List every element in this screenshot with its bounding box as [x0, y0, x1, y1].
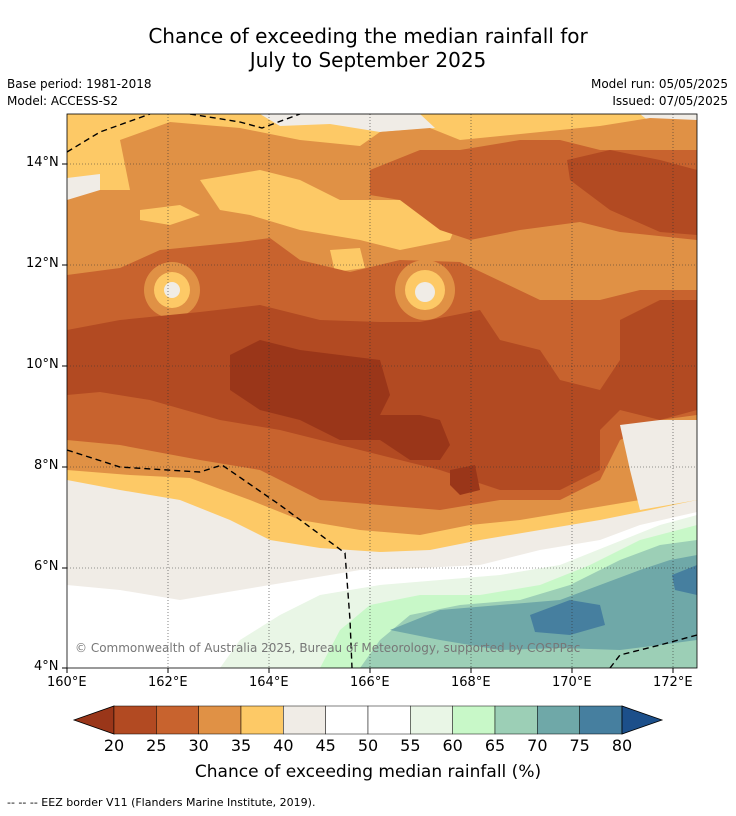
- issued-date: Issued: 07/05/2025: [612, 94, 728, 108]
- copyright-notice: © Commonwealth of Australia 2025, Bureau…: [75, 641, 581, 655]
- colorbar-bin: [113, 705, 157, 735]
- model-name: Model: ACCESS-S2: [7, 94, 119, 108]
- colorbar-over-arrow: [621, 705, 664, 735]
- lon-label-166e: 166°E: [350, 675, 390, 690]
- colorbar-tick-label: 50: [357, 736, 379, 755]
- lon-label-160e: 160°E: [47, 675, 87, 690]
- lat-label-10n: 10°N: [26, 357, 59, 372]
- lat-label-4n: 4°N: [34, 659, 59, 674]
- colorbar-bin: [156, 705, 199, 735]
- colorbar-bin: [325, 705, 369, 735]
- model-run: Model run: 05/05/2025: [590, 77, 728, 91]
- map-title-line1: Chance of exceeding the median rainfall …: [148, 24, 588, 48]
- colorbar-bin: [283, 705, 326, 735]
- lon-label-170e: 170°E: [552, 675, 592, 690]
- colorbar-tick-label: 40: [273, 736, 294, 755]
- lat-label-12n: 12°N: [26, 256, 59, 271]
- colorbar-bin: [537, 705, 580, 735]
- colorbar-tick-label: 65: [484, 736, 506, 755]
- colorbar-tick-label: 45: [315, 736, 336, 755]
- colorbar-under-arrow: [72, 705, 115, 735]
- colorbar-bin: [198, 705, 242, 735]
- eez-footnote: -- -- -- EEZ border V11 (Flanders Marine…: [7, 796, 316, 809]
- eez-border: [67, 114, 697, 668]
- lon-label-162e: 162°E: [148, 675, 188, 690]
- colorbar-tick-label: 55: [400, 736, 421, 755]
- lon-label-164e: 164°E: [249, 675, 289, 690]
- colorbar-tick-label: 80: [611, 736, 633, 755]
- axis-ticks: [62, 163, 674, 673]
- colorbar-tick-label: 25: [146, 736, 167, 755]
- lon-label-168e: 168°E: [451, 675, 491, 690]
- lat-label-14n: 14°N: [26, 155, 59, 170]
- colorbar-tick-label: 35: [230, 736, 252, 755]
- colorbar-tick-label: 20: [103, 736, 125, 755]
- colorbar-bin: [367, 705, 411, 735]
- colorbar-bin: [579, 705, 623, 735]
- colorbar-tick-label: 60: [442, 736, 463, 755]
- colorbar-tick-label: 30: [188, 736, 209, 755]
- map-title-line2: July to September 2025: [249, 48, 487, 72]
- colorbar-bin: [494, 705, 538, 735]
- lat-label-8n: 8°N: [34, 458, 59, 473]
- colorbar-tick-label: 75: [569, 736, 590, 755]
- lat-label-6n: 6°N: [34, 559, 59, 574]
- colorbar-title: Chance of exceeding median rainfall (%): [194, 762, 542, 782]
- colorbar-bin: [410, 705, 453, 735]
- map-fill-layer: [67, 114, 697, 668]
- colorbar: [72, 705, 664, 735]
- base-period: Base period: 1981-2018: [7, 77, 152, 91]
- graticule: [67, 114, 697, 668]
- map-frame: [66, 113, 698, 669]
- colorbar-tick-label: 70: [527, 736, 548, 755]
- lon-label-172e: 172°E: [653, 675, 693, 690]
- colorbar-bin: [452, 705, 496, 735]
- colorbar-bin: [240, 705, 284, 735]
